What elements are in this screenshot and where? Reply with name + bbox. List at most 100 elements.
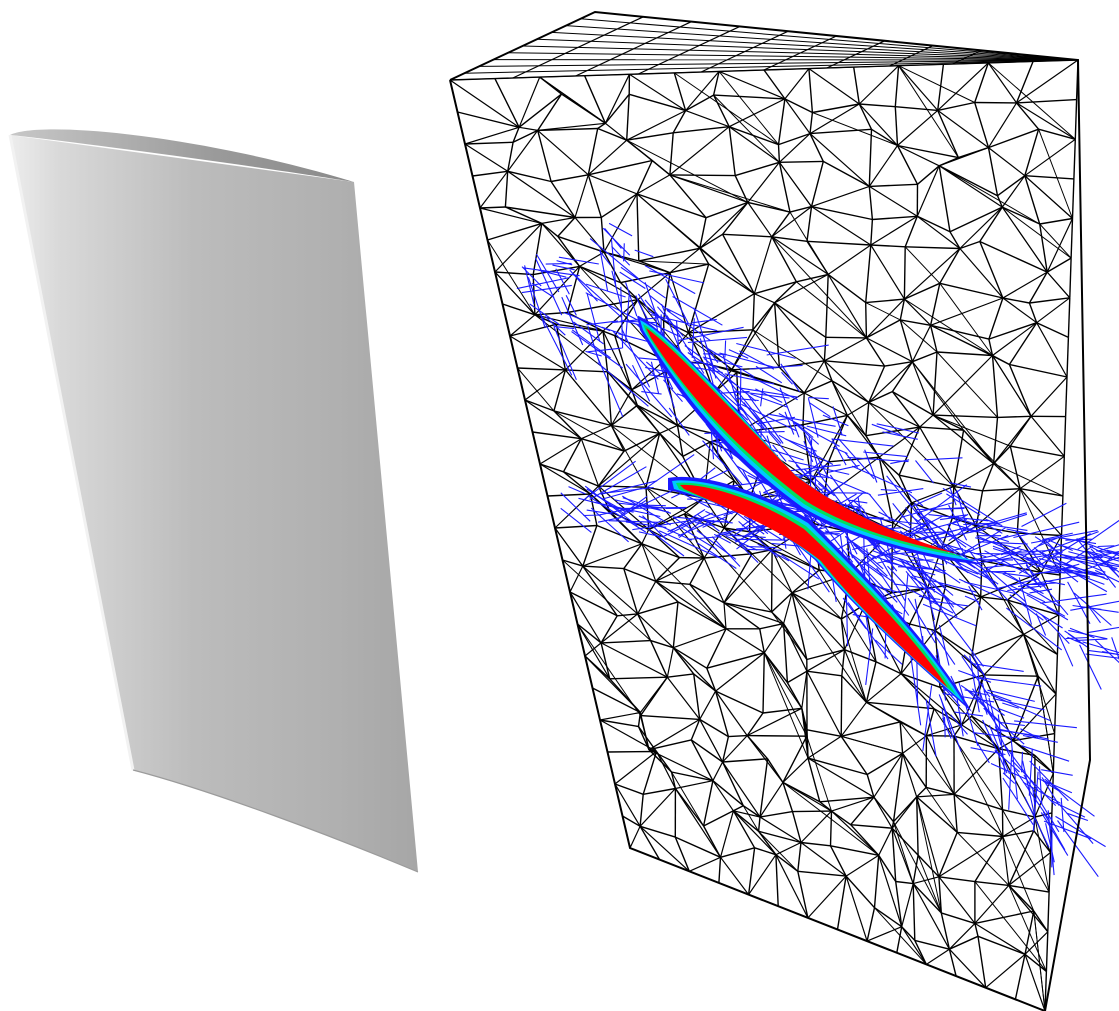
mesh-edge — [535, 257, 563, 316]
mesh-edge — [922, 603, 977, 627]
mesh-edge — [699, 690, 717, 720]
mesh-edge — [809, 128, 872, 135]
mesh-edge — [912, 883, 942, 914]
mesh-edge — [819, 801, 832, 812]
mesh-edge — [892, 390, 934, 416]
mesh-edge — [614, 783, 641, 827]
mesh-edge — [987, 689, 1035, 702]
mesh-edge — [845, 875, 868, 942]
mesh-edge — [1002, 809, 1036, 818]
mesh-edge — [632, 364, 651, 402]
mesh-edge — [763, 652, 808, 737]
mesh-edge — [1108, 565, 1119, 578]
mesh-edge — [655, 751, 676, 789]
mesh-edge — [953, 794, 958, 833]
mesh-edge — [689, 557, 705, 585]
mesh-edge — [910, 492, 943, 508]
mesh-edge — [1019, 488, 1061, 576]
mesh-edge — [733, 805, 744, 812]
mesh-edge — [992, 698, 1045, 711]
mesh-edge — [636, 404, 735, 482]
mesh-edge — [1070, 600, 1119, 611]
mesh-edge — [656, 306, 684, 337]
mesh-edge — [897, 144, 959, 159]
mesh-edge — [690, 739, 714, 782]
mesh-edge — [831, 380, 870, 404]
mesh-edge — [582, 525, 598, 567]
mesh-edge — [971, 653, 987, 679]
mesh-edge — [516, 276, 571, 290]
mesh-edge — [704, 553, 753, 559]
mesh-edge — [1071, 178, 1075, 219]
mesh-edge — [832, 446, 848, 455]
mesh-edge — [1087, 649, 1119, 655]
mesh-edge — [479, 206, 506, 209]
mesh-edge — [517, 367, 566, 371]
volume-mesh — [449, 10, 1119, 1011]
mesh-edge — [924, 457, 963, 461]
mesh-edge — [812, 103, 860, 114]
mesh-edge — [545, 262, 572, 265]
mesh-edge — [771, 236, 808, 242]
mesh-edge — [1097, 545, 1115, 548]
mesh-edge — [903, 246, 906, 300]
mesh-edge — [822, 160, 870, 188]
mesh-edge — [651, 159, 671, 176]
mesh-edge — [903, 298, 932, 326]
mesh-edge — [597, 122, 606, 130]
mesh-edge — [898, 474, 954, 488]
mesh-edge — [868, 129, 873, 187]
wing-surface — [8, 129, 419, 873]
mesh-edge — [782, 757, 809, 783]
mesh-edge — [873, 796, 895, 823]
mesh-edge — [715, 652, 765, 692]
mesh-edge — [774, 302, 825, 362]
mesh-edge — [705, 346, 755, 378]
mesh-edge — [754, 293, 775, 304]
mesh-edge — [972, 688, 1002, 732]
mesh-edge — [1029, 588, 1053, 594]
mesh-edge — [537, 93, 563, 131]
mesh-edge — [636, 193, 755, 295]
mesh-edge — [824, 337, 867, 362]
mesh-edge — [672, 110, 687, 134]
mesh-edge — [953, 735, 1004, 837]
mesh-edge — [669, 132, 674, 175]
mesh-edge — [639, 715, 650, 750]
mesh-edge — [782, 781, 832, 812]
mesh-edge — [1055, 654, 1059, 695]
mesh-edge — [600, 193, 638, 218]
mesh-edge — [878, 456, 913, 504]
mesh-edge — [759, 622, 784, 630]
mesh-edge — [648, 718, 701, 751]
mesh-edge — [602, 331, 609, 372]
mesh-edge — [806, 649, 845, 661]
mesh-edge — [934, 630, 985, 676]
mesh-edge — [858, 103, 873, 130]
mesh-edge — [584, 460, 636, 500]
mesh-edge — [742, 805, 760, 832]
mesh-edge — [655, 580, 727, 630]
mesh-edge — [823, 461, 830, 498]
solution-field — [637, 316, 985, 712]
mesh-edge — [703, 557, 725, 604]
mesh-edge — [858, 103, 898, 146]
mesh-edge — [1038, 766, 1043, 805]
mesh-edge — [911, 486, 955, 504]
mesh-edge — [645, 486, 753, 555]
mesh-edge — [612, 330, 659, 380]
mesh-edge — [1044, 564, 1105, 578]
mesh-edge — [1021, 751, 1024, 773]
mesh-edge — [669, 174, 748, 203]
mesh-edge — [1082, 641, 1119, 654]
mesh-edge — [637, 293, 650, 312]
mesh-edge — [728, 98, 786, 128]
mesh-edge — [1059, 560, 1109, 581]
mesh-edge — [577, 623, 642, 716]
mesh-edge — [993, 445, 1011, 465]
mesh-edge — [637, 613, 674, 649]
mesh-edge — [1020, 728, 1039, 739]
mesh-edge — [1077, 519, 1119, 550]
mesh-edge — [736, 342, 796, 359]
mesh-edge — [868, 361, 913, 403]
